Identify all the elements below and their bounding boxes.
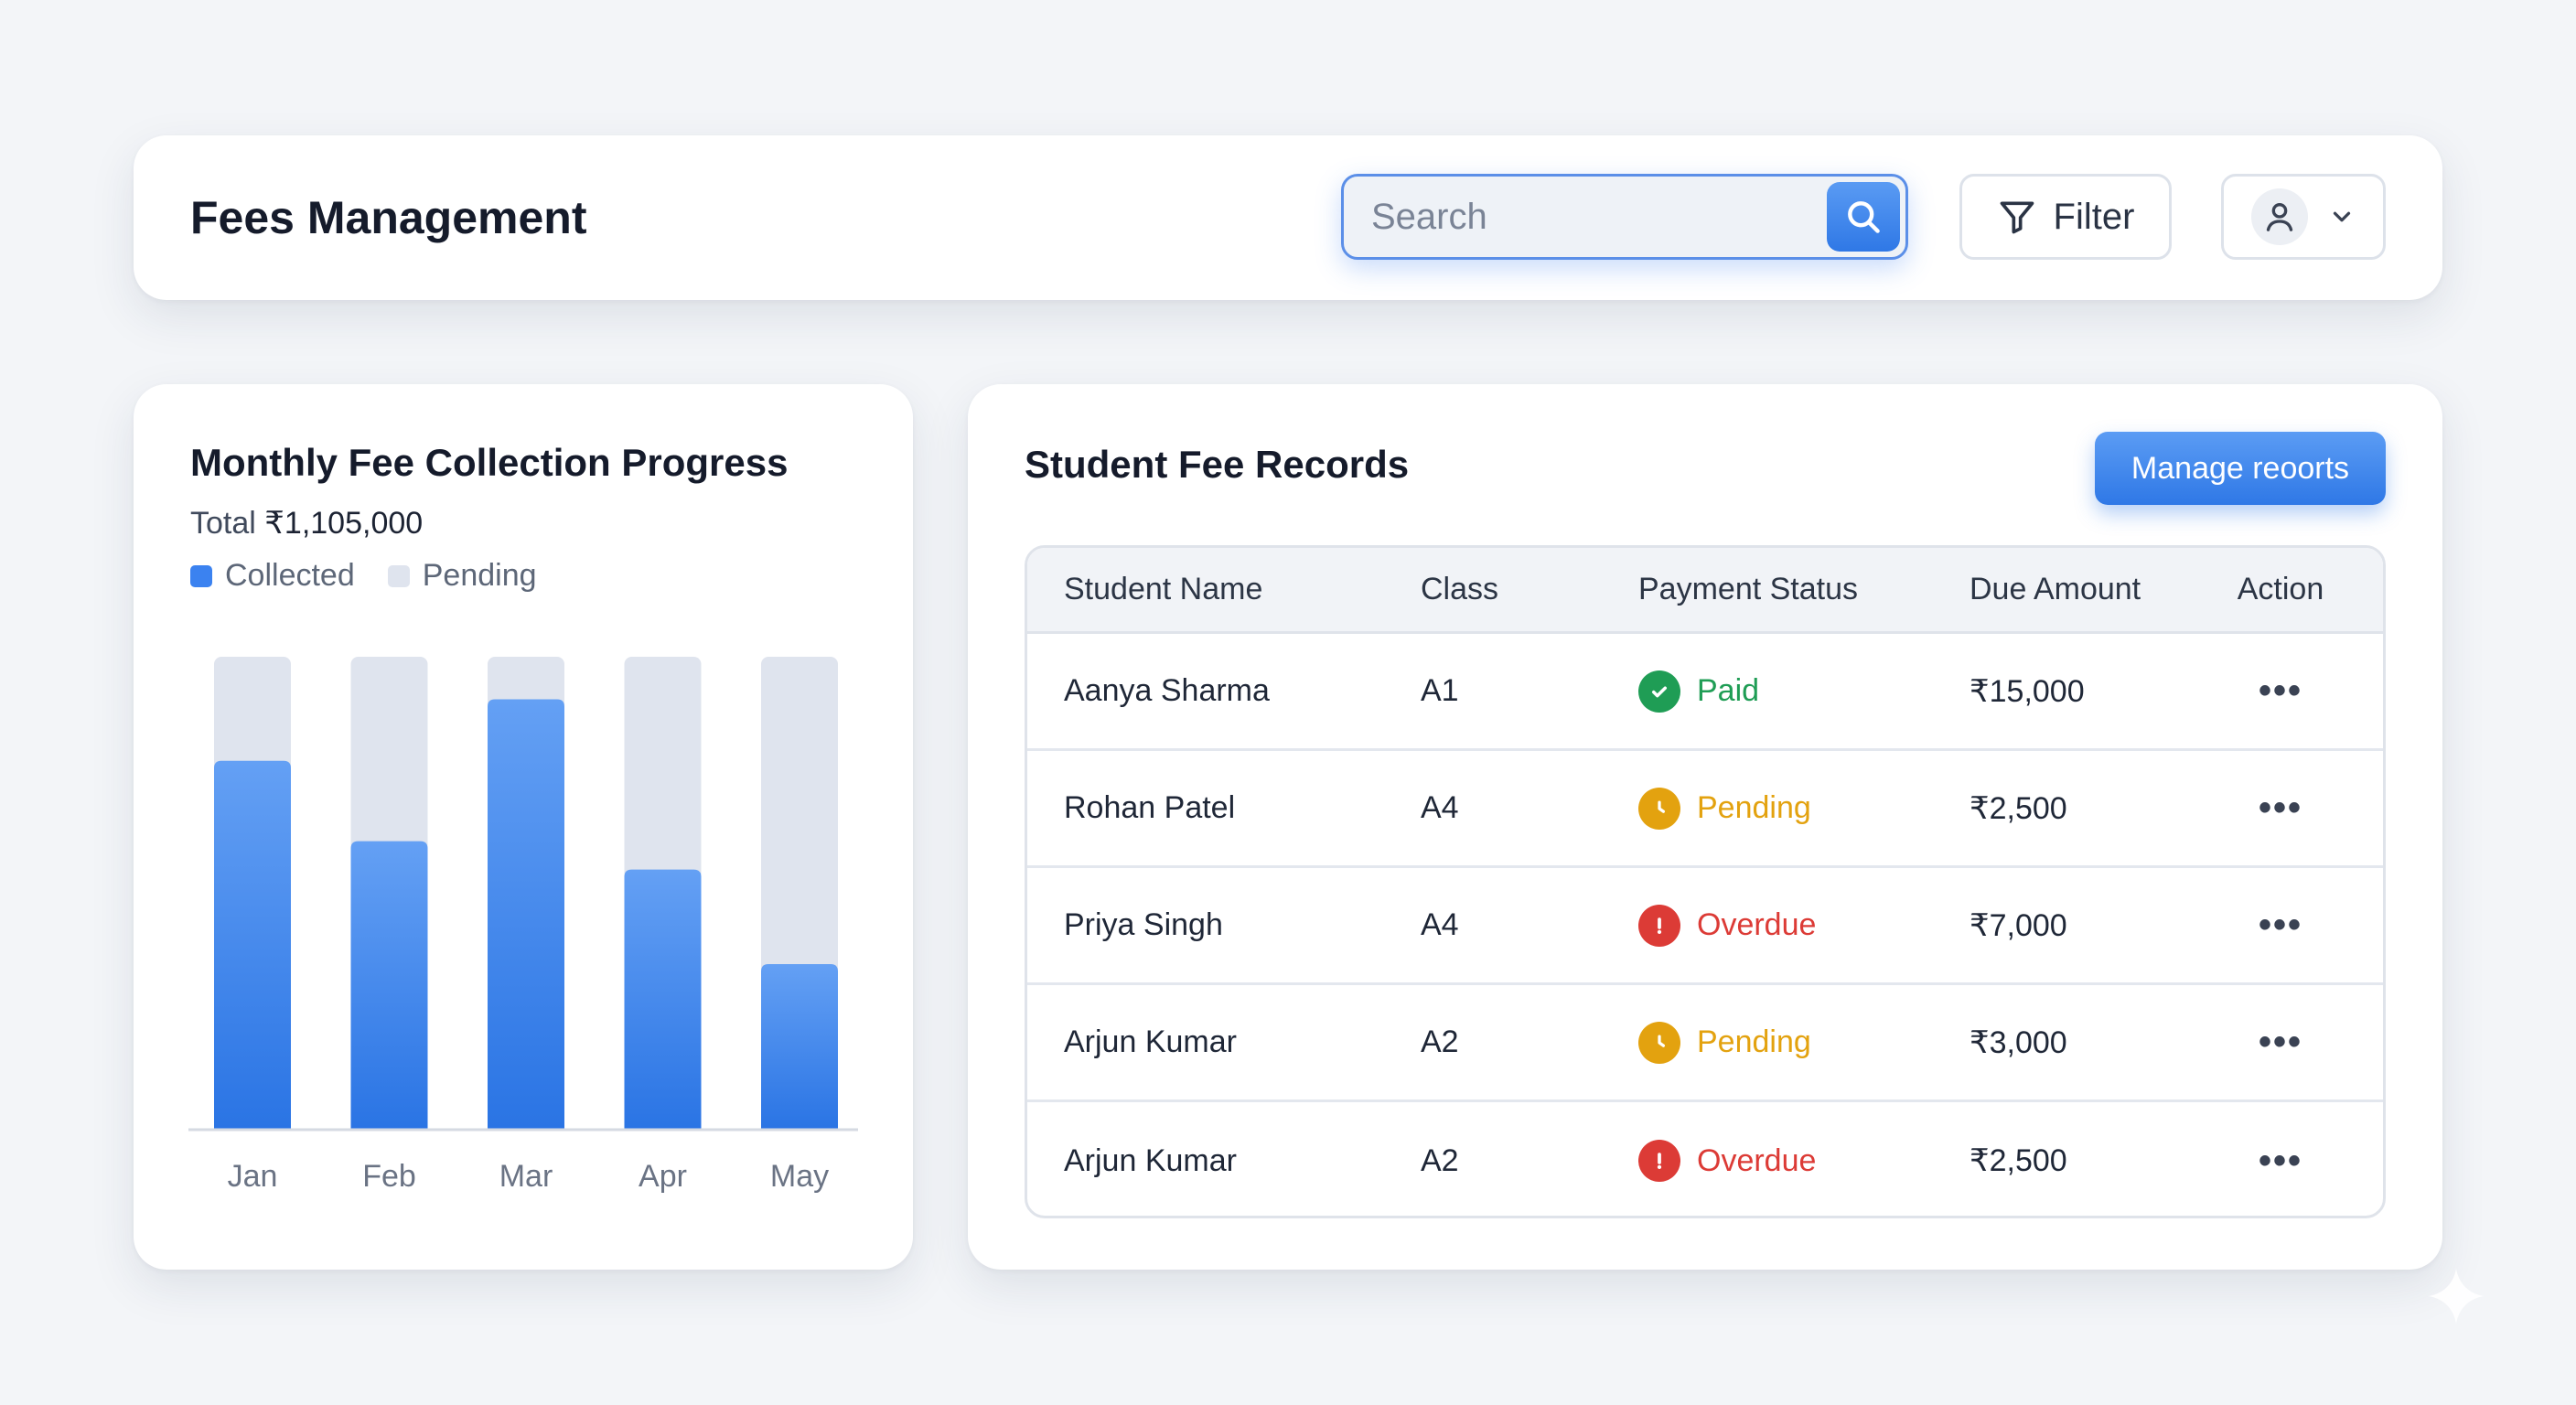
student-name-cell: Arjun Kumar	[1064, 1024, 1237, 1059]
sparkle-icon	[2428, 1268, 2485, 1325]
row-actions-cell: •••	[2226, 1102, 2335, 1216]
legend-swatch-collected	[190, 564, 212, 587]
search-box[interactable]	[1341, 174, 1908, 260]
x-tick-label-jan: Jan	[228, 1159, 278, 1194]
legend-item-collected: Collected	[190, 558, 355, 594]
bar-collected-mar	[488, 699, 564, 1130]
column-header-class[interactable]: Class	[1421, 572, 1499, 606]
student-fee-records-card: Student Fee Records Manage reoorts Stude…	[968, 384, 2442, 1270]
manage-reports-button[interactable]: Manage reoorts	[2095, 432, 2386, 505]
chart-total: Total ₹1,105,000	[190, 505, 423, 542]
bar-chart: Jan Feb Mar Apr May	[188, 657, 858, 1194]
column-header-student-name[interactable]: Student Name	[1064, 572, 1263, 606]
table-row[interactable]: Priya Singh A4 Overdue ₹7,000 •••	[1027, 868, 2383, 985]
due-amount-cell: ₹3,000	[1970, 1024, 2067, 1060]
status-badge: Pending	[1697, 1024, 1811, 1059]
more-options-icon[interactable]: •••	[2258, 670, 2302, 711]
x-tick-label-apr: Apr	[639, 1159, 687, 1194]
total-value: ₹1,105,000	[264, 506, 424, 541]
payment-status-cell: Overdue	[1638, 1102, 1817, 1216]
table-row[interactable]: Arjun Kumar A2 Pending ₹3,000 •••	[1027, 985, 2383, 1102]
legend-label-pending: Pending	[422, 558, 537, 593]
status-badge: Pending	[1697, 790, 1811, 825]
row-actions-cell: •••	[2226, 634, 2335, 748]
status-badge: Paid	[1697, 673, 1760, 708]
table-row[interactable]: Rohan Patel A4 Pending ₹2,500 •••	[1027, 751, 2383, 868]
payment-status-cell: Pending	[1638, 985, 1811, 1099]
student-name-cell: Rohan Patel	[1064, 790, 1236, 825]
chart-legend: Collected Pending	[190, 558, 537, 594]
legend-item-pending: Pending	[387, 558, 537, 594]
payment-status-cell: Paid	[1638, 634, 1759, 748]
due-amount-cell: ₹15,000	[1970, 673, 2085, 709]
payment-status-cell: Overdue	[1638, 868, 1816, 982]
user-menu-button[interactable]	[2221, 174, 2386, 260]
more-options-icon[interactable]: •••	[2258, 1022, 2302, 1062]
x-tick-label-feb: Feb	[362, 1159, 416, 1194]
bar-collected-apr	[624, 869, 702, 1130]
filter-icon	[2000, 201, 2034, 234]
clock-icon	[1638, 1021, 1680, 1064]
fee-collection-chart-card: Monthly Fee Collection Progress Total ₹1…	[134, 384, 913, 1270]
check-circle-icon	[1638, 670, 1680, 713]
x-tick-label-may: May	[770, 1159, 829, 1194]
more-options-icon[interactable]: •••	[2258, 1140, 2302, 1181]
due-amount-cell: ₹2,500	[1970, 1143, 2067, 1178]
user-icon	[2266, 203, 2293, 231]
student-name-cell: Arjun Kumar	[1064, 1142, 1237, 1178]
student-name-cell: Priya Singh	[1064, 907, 1223, 942]
class-cell: A4	[1421, 907, 1459, 942]
top-header-bar: Fees Management Filter	[134, 135, 2442, 300]
more-options-icon[interactable]: •••	[2258, 788, 2302, 828]
table-header-row: Student Name Class Payment Status Due Am…	[1027, 548, 2383, 634]
chart-title: Monthly Fee Collection Progress	[190, 441, 789, 484]
clock-icon	[1638, 787, 1680, 830]
column-header-due-amount[interactable]: Due Amount	[1970, 572, 2141, 606]
chevron-down-icon	[2333, 211, 2351, 222]
table-row[interactable]: Aanya Sharma A1 Paid ₹15,000 •••	[1027, 634, 2383, 751]
due-amount-cell: ₹7,000	[1970, 907, 2067, 943]
total-label: Total	[190, 506, 256, 541]
column-header-action: Action	[2237, 572, 2324, 606]
class-cell: A1	[1421, 673, 1459, 708]
due-amount-cell: ₹2,500	[1970, 790, 2067, 826]
filter-button[interactable]: Filter	[1959, 174, 2172, 260]
column-header-payment-status[interactable]: Payment Status	[1638, 572, 1859, 606]
bar-collected-jan	[214, 760, 291, 1130]
student-name-cell: Aanya Sharma	[1064, 673, 1270, 708]
payment-status-cell: Pending	[1638, 751, 1811, 865]
filter-label: Filter	[2053, 196, 2135, 237]
bar-collected-feb	[350, 841, 428, 1130]
x-tick-label-mar: Mar	[499, 1159, 553, 1194]
class-cell: A2	[1421, 1024, 1459, 1059]
table-row[interactable]: Arjun Kumar A2 Overdue ₹2,500 •••	[1027, 1102, 2383, 1216]
row-actions-cell: •••	[2226, 868, 2335, 982]
row-actions-cell: •••	[2226, 751, 2335, 865]
table-title: Student Fee Records	[1025, 443, 1410, 486]
class-cell: A4	[1421, 790, 1459, 825]
bar-collected-may	[761, 964, 838, 1130]
avatar	[2251, 188, 2308, 245]
status-badge: Overdue	[1697, 907, 1817, 942]
class-cell: A2	[1421, 1142, 1459, 1178]
fee-records-table: Student Name Class Payment Status Due Am…	[1025, 545, 2386, 1218]
legend-swatch-pending	[387, 564, 410, 587]
alert-circle-icon	[1638, 904, 1680, 947]
status-badge: Overdue	[1697, 1142, 1817, 1178]
legend-label-collected: Collected	[225, 558, 355, 593]
more-options-icon[interactable]: •••	[2258, 905, 2302, 945]
row-actions-cell: •••	[2226, 985, 2335, 1099]
search-icon	[1848, 201, 1880, 233]
table-body: Aanya Sharma A1 Paid ₹15,000 ••• Rohan Patel A…	[1027, 634, 2383, 1216]
search-button[interactable]	[1827, 182, 1900, 252]
page-title: Fees Management	[190, 192, 587, 243]
search-input[interactable]	[1344, 177, 1829, 257]
alert-circle-icon	[1638, 1140, 1680, 1182]
